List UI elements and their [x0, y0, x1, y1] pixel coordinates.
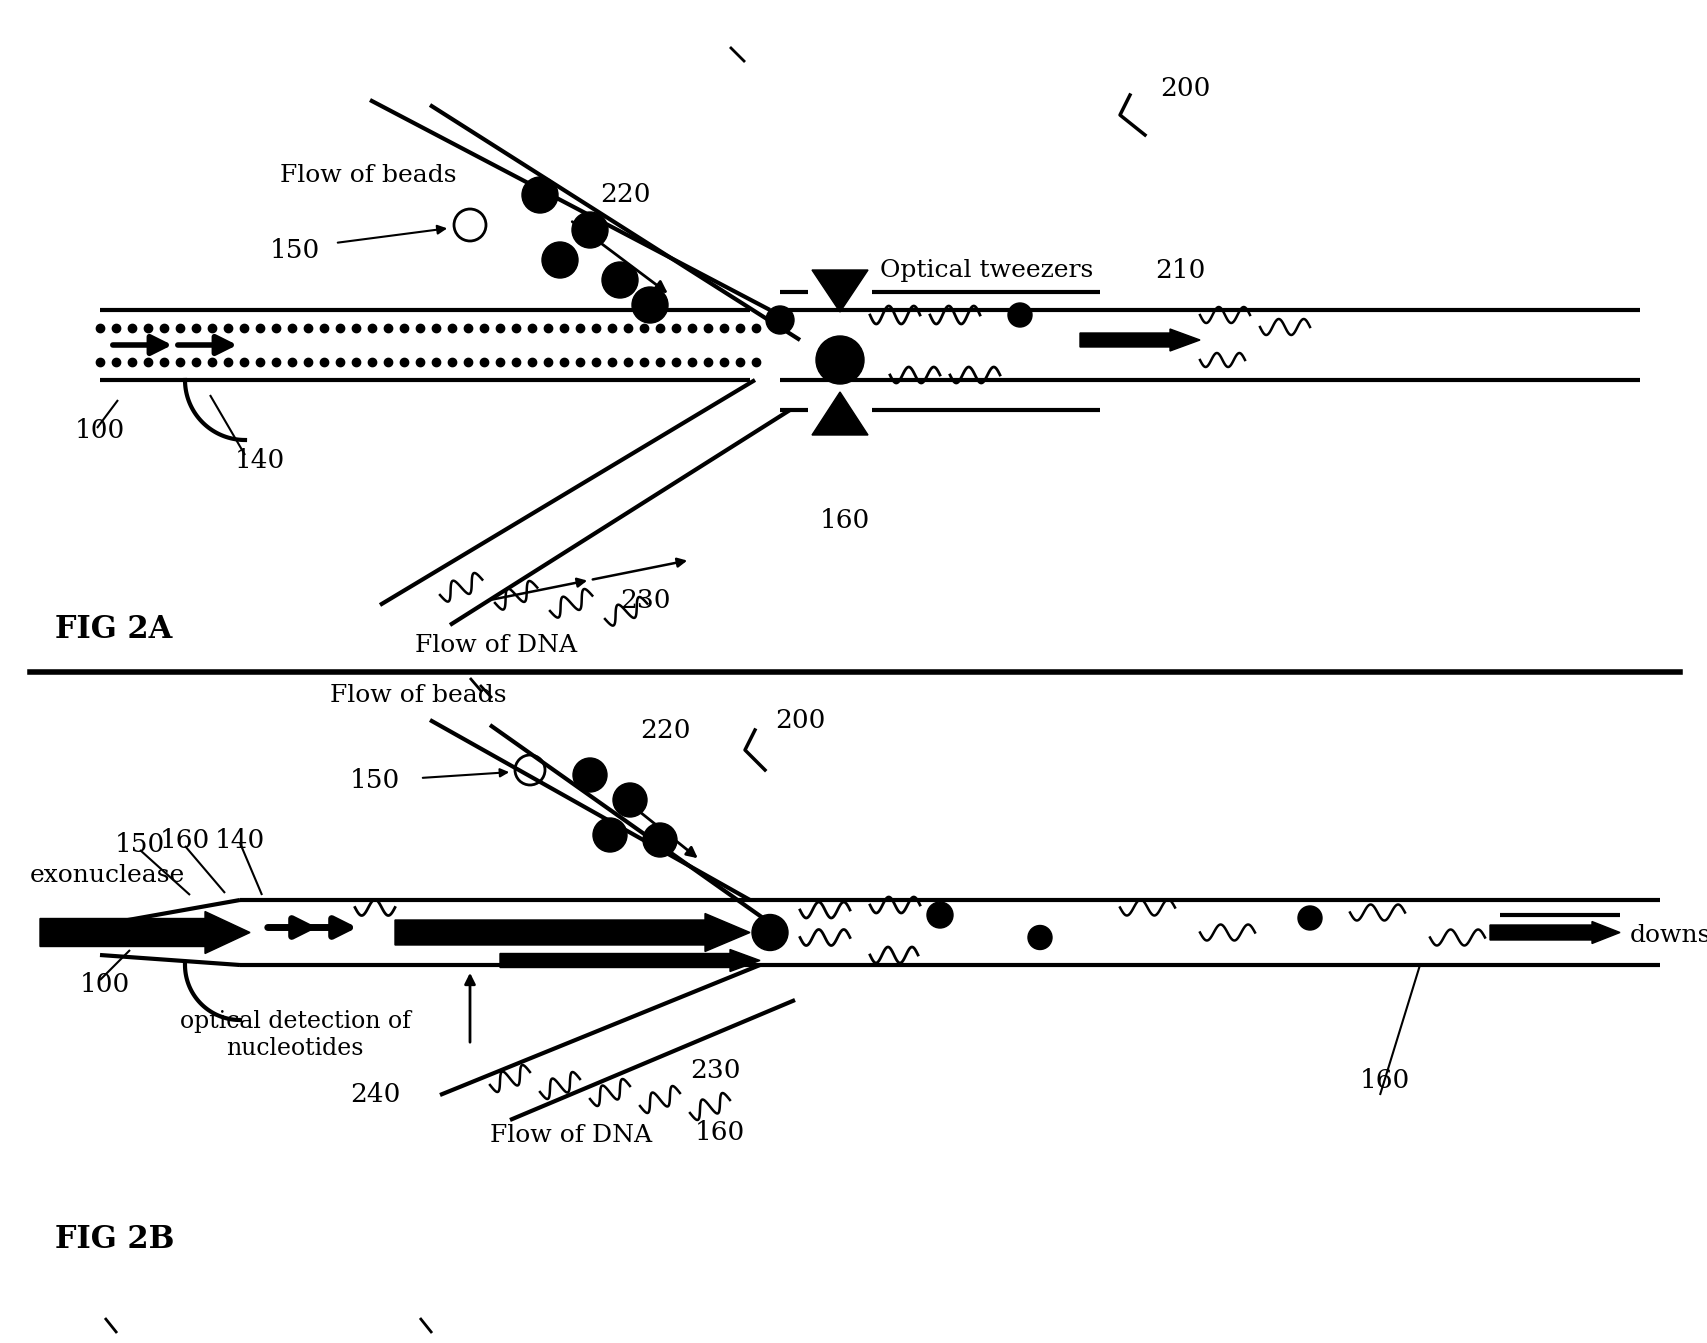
Polygon shape — [811, 392, 867, 435]
FancyArrow shape — [500, 950, 760, 971]
Text: Flow of DNA: Flow of DNA — [490, 1124, 652, 1147]
Circle shape — [765, 306, 794, 334]
Text: 100: 100 — [75, 418, 125, 442]
Circle shape — [642, 823, 676, 857]
Text: downstream: downstream — [1628, 924, 1707, 947]
Text: Optical tweezers: Optical tweezers — [879, 258, 1092, 282]
Text: 200: 200 — [775, 708, 824, 732]
Circle shape — [572, 757, 606, 792]
Circle shape — [1007, 304, 1031, 326]
Text: 150: 150 — [270, 238, 321, 262]
FancyArrow shape — [1079, 329, 1200, 351]
Text: 150: 150 — [350, 767, 399, 792]
Text: 240: 240 — [350, 1082, 399, 1108]
Text: 220: 220 — [640, 717, 690, 743]
Circle shape — [572, 212, 608, 248]
Text: 160: 160 — [819, 508, 871, 533]
Text: 200: 200 — [1159, 75, 1210, 101]
Polygon shape — [811, 270, 867, 312]
Circle shape — [816, 336, 864, 384]
Circle shape — [541, 242, 577, 278]
Text: FIG 2A: FIG 2A — [55, 615, 172, 646]
Text: 210: 210 — [1154, 258, 1205, 282]
Circle shape — [613, 783, 647, 817]
Text: 140: 140 — [215, 827, 265, 853]
Text: 160: 160 — [160, 827, 210, 853]
Text: Flow of DNA: Flow of DNA — [415, 634, 577, 657]
Circle shape — [1028, 925, 1052, 950]
Text: Flow of beads: Flow of beads — [280, 164, 456, 187]
Circle shape — [927, 902, 953, 928]
Text: 100: 100 — [80, 972, 130, 998]
Circle shape — [601, 262, 638, 298]
Circle shape — [751, 915, 787, 951]
FancyArrow shape — [394, 913, 749, 951]
Text: FIG 2B: FIG 2B — [55, 1225, 174, 1256]
Text: 160: 160 — [1359, 1068, 1410, 1092]
Text: exonuclease: exonuclease — [31, 865, 184, 888]
Circle shape — [522, 177, 558, 214]
Text: optical detection of
nucleotides: optical detection of nucleotides — [179, 1010, 410, 1060]
Circle shape — [592, 818, 626, 851]
Text: 230: 230 — [690, 1057, 741, 1082]
Circle shape — [632, 287, 667, 324]
Text: 220: 220 — [599, 183, 650, 208]
Text: Flow of beads: Flow of beads — [329, 684, 507, 706]
Text: 230: 230 — [620, 587, 671, 612]
Text: 160: 160 — [695, 1120, 744, 1146]
Text: 150: 150 — [114, 833, 166, 857]
Text: 140: 140 — [236, 447, 285, 473]
FancyArrow shape — [1489, 921, 1618, 944]
FancyArrow shape — [39, 912, 249, 954]
Circle shape — [1297, 907, 1321, 929]
